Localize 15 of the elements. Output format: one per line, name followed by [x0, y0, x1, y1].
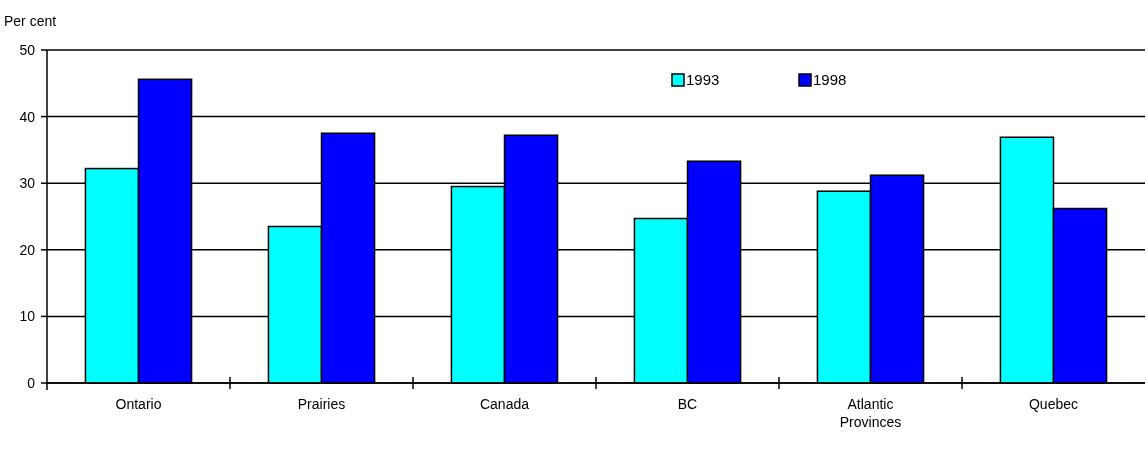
y-tick-label: 50 [19, 41, 36, 58]
y-axis-title: Per cent [4, 13, 57, 29]
x-tick-label: Quebec [1028, 396, 1079, 412]
y-tick-label: 0 [27, 374, 36, 391]
x-tick-label: BC [677, 396, 698, 412]
legend-label: 1998 [813, 71, 847, 89]
y-tick-label: 20 [19, 241, 36, 258]
x-tick-label: Prairies [297, 396, 346, 412]
y-tick-label: 10 [19, 308, 36, 325]
y-tick-label: 40 [19, 108, 36, 125]
x-tick-label: Ontario [115, 396, 162, 412]
legend-label: 1993 [686, 71, 720, 89]
x-tick-label: Atlantic Provinces [839, 396, 902, 430]
y-tick-label: 30 [19, 175, 36, 192]
x-tick-label: Canada [479, 396, 530, 412]
